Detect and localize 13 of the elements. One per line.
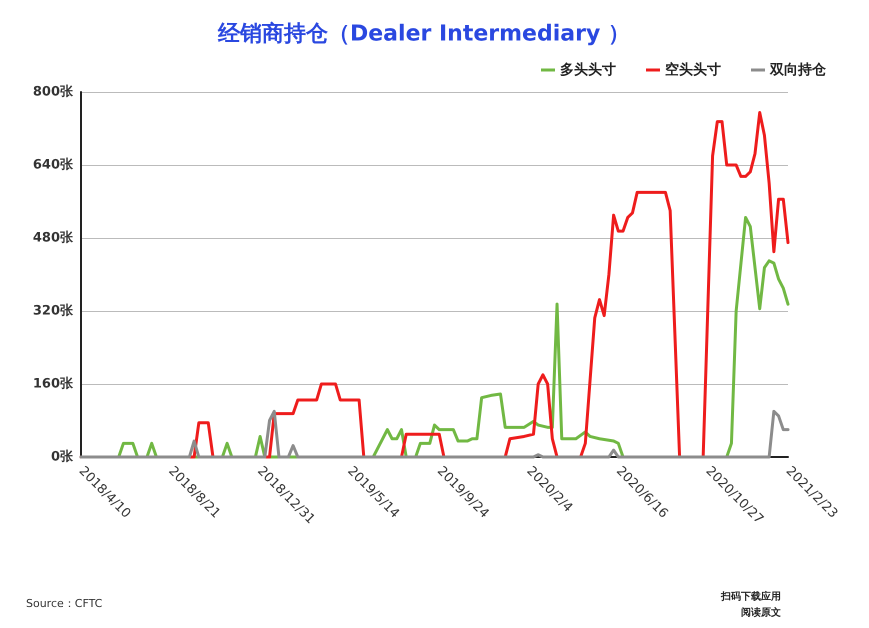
legend-label: 双向持仓 bbox=[769, 62, 827, 78]
legend-label: 空头头寸 bbox=[665, 61, 721, 78]
text: 扫码下载应用 bbox=[720, 590, 781, 602]
y-tick-label: 320张 bbox=[32, 304, 74, 318]
text: 阅读原文 bbox=[741, 606, 781, 618]
y-tick-label: 480张 bbox=[32, 230, 74, 246]
y-tick-label: 160张 bbox=[32, 376, 74, 392]
y-tick-label: 640张 bbox=[32, 158, 74, 172]
source-note: Source：CFTC bbox=[26, 597, 103, 610]
legend-label: 多头头寸 bbox=[560, 62, 616, 78]
y-tick-label: 800张 bbox=[32, 84, 74, 100]
y-tick-label: 0张 bbox=[50, 450, 74, 464]
chart-title: 经销商持仓（Dealer Intermediary ） bbox=[217, 20, 630, 46]
